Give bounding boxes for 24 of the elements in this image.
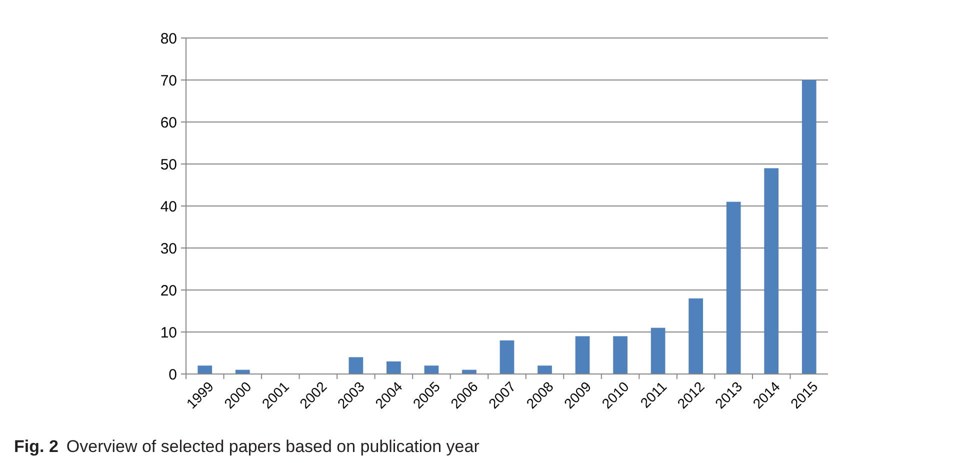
y-tick-label: 0 [168, 366, 177, 384]
bar [726, 202, 741, 374]
bar [802, 80, 816, 374]
bar [688, 298, 703, 374]
bar [500, 340, 514, 374]
bar [386, 361, 401, 374]
text: Overview of selected papers based on publication year [66, 437, 480, 456]
bar [764, 168, 779, 374]
caption: Fig. 2 [14, 437, 58, 456]
y-tick-label: 10 [160, 324, 177, 342]
bar [424, 366, 439, 374]
bar [198, 366, 212, 374]
y-tick-label: 50 [160, 156, 177, 174]
bar [650, 328, 666, 374]
bar [575, 336, 590, 374]
y-tick-label: 60 [160, 114, 177, 132]
y-tick-label: 80 [160, 30, 177, 48]
bar [613, 336, 628, 374]
y-tick-label: 40 [160, 198, 177, 216]
y-tick-label: 30 [160, 240, 177, 258]
bar [348, 357, 364, 374]
y-tick-label: 70 [160, 72, 177, 90]
bar [538, 366, 552, 374]
y-tick-label: 20 [160, 282, 177, 300]
